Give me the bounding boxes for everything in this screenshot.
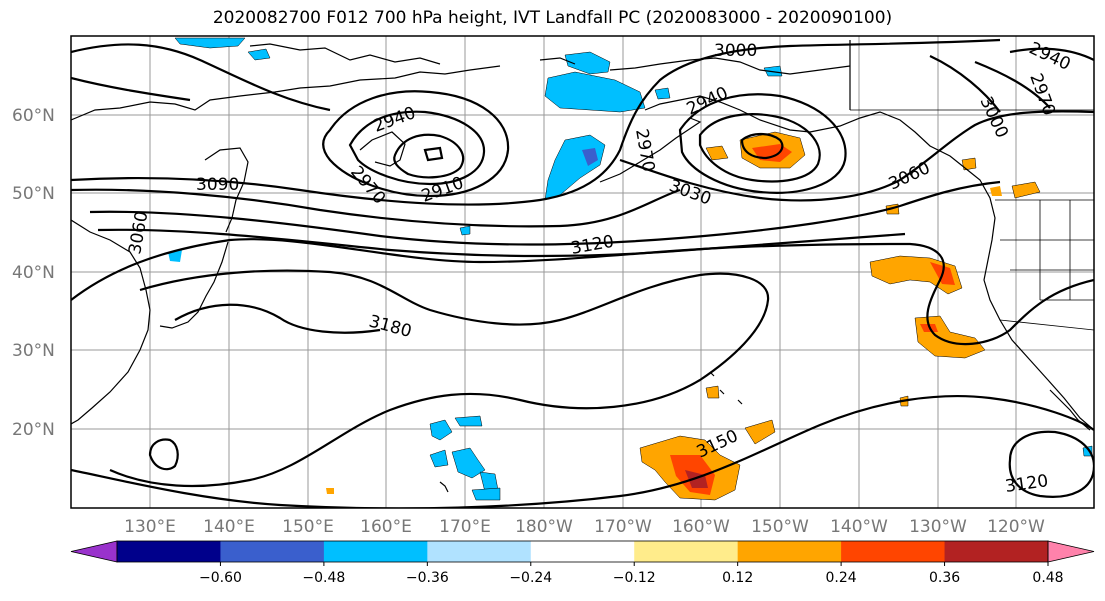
lon-label: 180°W [515,517,573,537]
colorbar-tick-label: 0.24 [826,570,857,586]
colorbar-segment [220,541,325,562]
lon-label: 160°E [360,517,412,537]
lat-label: 50°N [12,184,55,204]
lon-label: 170°E [439,517,491,537]
lat-label: 40°N [12,263,55,283]
colorbar-segment [634,541,739,562]
colorbar-segment [841,541,946,562]
gridlines [71,36,1094,508]
map-frame [70,35,1095,509]
colorbar-segment [323,541,428,562]
colorbar-tick-label: 0.36 [929,570,960,586]
height-contours [71,38,1094,508]
contour-label: 3000 [714,41,757,61]
colorbar-segment [737,541,842,562]
colorbar-tick-label: −0.60 [199,570,242,586]
colorbar-tick-label: −0.36 [406,570,449,586]
colorbar-tick-label: 0.48 [1032,570,1063,586]
lon-label: 130°W [909,517,967,537]
lon-label: 170°W [594,517,652,537]
negative-ivt-regions [168,37,1093,501]
map-title: 2020082700 F012 700 hPa height, IVT Land… [212,8,893,28]
lon-label: 130°E [124,517,176,537]
lon-label: 150°W [751,517,809,537]
latitude-labels: 60°N 50°N 40°N 30°N 20°N [12,106,55,440]
colorbar-segment [427,541,532,562]
lon-label: 160°W [672,517,730,537]
colorbar-outline [116,540,1049,563]
political-borders [850,109,1094,331]
lon-label: 140°E [203,517,255,537]
positive-ivt-regions [326,131,1041,501]
lat-label: 60°N [12,106,55,126]
colorbar-tick-label: −0.48 [302,570,345,586]
colorbar-segment [530,541,635,562]
lat-label: 20°N [12,420,55,440]
longitude-labels: 130°E 140°E 150°E 160°E 170°E 180°W 170°… [124,517,1045,537]
lon-label: 150°E [282,517,334,537]
colorbar-segment [944,541,1049,562]
colorbar: −0.60 −0.48 −0.36 −0.24 −0.12 0.12 0.24 0.36 0.4… [70,540,1095,586]
colorbar-tick-label: −0.12 [613,570,656,586]
colorbar-extend-min [70,540,118,563]
colorbar-tick-label: 0.12 [722,570,753,586]
colorbar-segment [117,541,221,562]
colorbar-tick-label: −0.24 [509,570,552,586]
contour-label: 3090 [196,175,239,195]
lon-label: 120°W [987,517,1045,537]
colorbar-extend-max [1047,540,1095,563]
lat-label: 30°N [12,341,55,361]
lon-label: 140°W [830,517,888,537]
